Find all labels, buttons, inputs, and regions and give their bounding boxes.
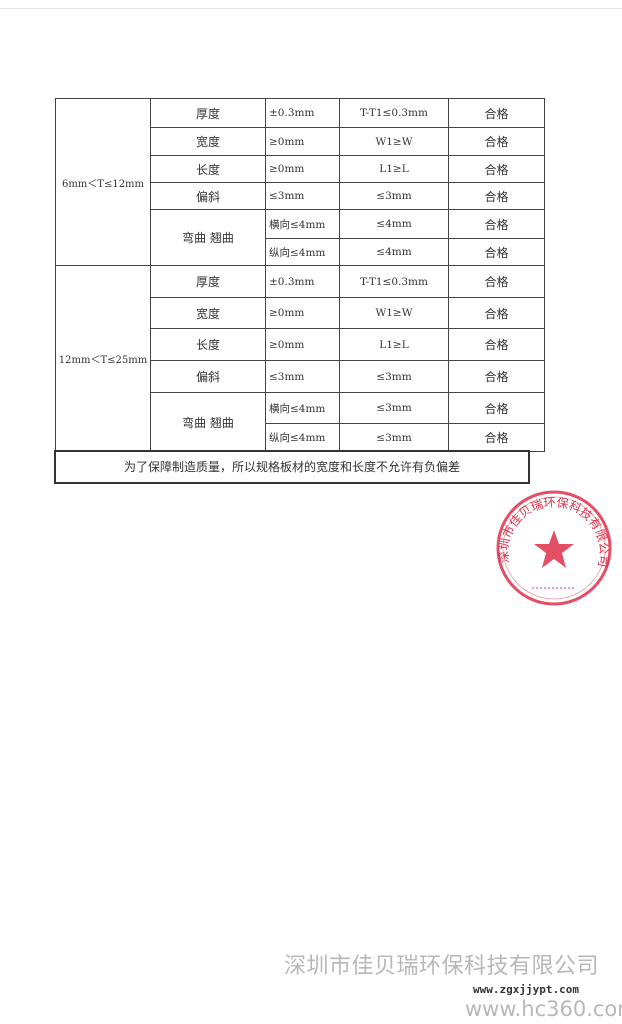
- table-row: 偏斜 ≤3mm ≤3mm 合格: [56, 182, 545, 210]
- result-cell: 合格: [448, 98, 545, 128]
- table-row: 偏斜 ≤3mm ≤3mm 合格: [56, 360, 545, 393]
- tolerance-cell: ±0.3mm: [265, 98, 340, 128]
- page-edge-line: [0, 8, 622, 9]
- measured-cell: L1≥L: [339, 155, 449, 183]
- table-note: 为了保障制造质量，所以规格板材的宽度和长度不允许有负偏差: [54, 450, 530, 484]
- result-cell: 合格: [448, 328, 545, 361]
- result-cell: 合格: [448, 265, 545, 298]
- tolerance-cell: ≥0mm: [265, 328, 340, 361]
- table-row: 长度 ≥0mm L1≥L 合格: [56, 155, 545, 183]
- table-row: 纵向≤4mm ≤4mm 合格: [56, 238, 545, 266]
- watermark-site: www.zgxjjypt.com: [473, 983, 579, 996]
- result-cell: 合格: [448, 209, 545, 239]
- tolerance-cell: ≤3mm: [265, 360, 340, 393]
- table-row: 宽度 ≥0mm W1≥W 合格: [56, 127, 545, 156]
- company-seal: 深圳市佳贝瑞环保科技有限公司: [496, 490, 612, 606]
- tolerance-cell: ≤3mm: [265, 182, 340, 210]
- measured-cell: ≤3mm: [339, 423, 449, 452]
- measured-cell: ≤4mm: [339, 209, 449, 239]
- measured-cell: ≤3mm: [339, 182, 449, 210]
- item-cell: 偏斜: [150, 182, 266, 210]
- item-cell: 弯曲 翘曲: [150, 209, 266, 266]
- measured-cell: L1≥L: [339, 328, 449, 361]
- tolerance-cell: 纵向≤4mm: [265, 238, 340, 266]
- tolerance-cell: 纵向≤4mm: [265, 423, 340, 452]
- result-cell: 合格: [448, 127, 545, 156]
- measured-cell: W1≥W: [339, 127, 449, 156]
- seal-ring: [496, 490, 612, 606]
- result-cell: 合格: [448, 155, 545, 183]
- table-row: 12mm＜T≤25mm 厚度 ±0.3mm T-T1≤0.3mm 合格: [55, 265, 545, 452]
- star-icon: [534, 530, 574, 568]
- spec-table: 6mm＜T≤12mm 厚度 ±0.3mm T-T1≤0.3mm 合格 宽度 ≥0…: [55, 98, 545, 452]
- item-cell: 长度: [150, 328, 266, 361]
- range-cell: 12mm＜T≤25mm: [55, 265, 151, 452]
- result-cell: 合格: [448, 360, 545, 393]
- measured-cell: ≤3mm: [339, 360, 449, 393]
- result-cell: 合格: [448, 392, 545, 424]
- result-cell: 合格: [448, 182, 545, 210]
- result-cell: 合格: [448, 238, 545, 266]
- tolerance-cell: 横向≤4mm: [265, 392, 340, 424]
- watermark-hc360: www.hc360.com: [465, 997, 622, 1021]
- seal-inner-ring: [502, 496, 606, 600]
- item-cell: 厚度: [150, 98, 266, 128]
- item-cell: 宽度: [150, 297, 266, 329]
- measured-cell: W1≥W: [339, 297, 449, 329]
- tolerance-cell: ≥0mm: [265, 155, 340, 183]
- measured-cell: T-T1≤0.3mm: [339, 265, 449, 298]
- tolerance-cell: ±0.3mm: [265, 265, 340, 298]
- item-cell: 长度: [150, 155, 266, 183]
- table-row: 6mm＜T≤12mm 厚度 ±0.3mm T-T1≤0.3mm 合格: [55, 98, 545, 266]
- item-cell: 弯曲 翘曲: [150, 392, 266, 452]
- result-cell: 合格: [448, 297, 545, 329]
- measured-cell: ≤4mm: [339, 238, 449, 266]
- item-cell: 宽度: [150, 127, 266, 156]
- table-row: 宽度 ≥0mm W1≥W 合格: [56, 297, 545, 329]
- tolerance-cell: ≥0mm: [265, 297, 340, 329]
- measured-cell: T-T1≤0.3mm: [339, 98, 449, 128]
- item-cell: 偏斜: [150, 360, 266, 393]
- watermark-company: 深圳市佳贝瑞环保科技有限公司: [284, 954, 600, 979]
- tolerance-cell: ≥0mm: [265, 127, 340, 156]
- measured-cell: ≤3mm: [339, 392, 449, 424]
- result-cell: 合格: [448, 423, 545, 452]
- range-cell: 6mm＜T≤12mm: [55, 98, 151, 266]
- item-cell: 厚度: [150, 265, 266, 298]
- table-row: 长度 ≥0mm L1≥L 合格: [56, 328, 545, 361]
- tolerance-cell: 横向≤4mm: [265, 209, 340, 239]
- table-row: 弯曲 翘曲 横向≤4mm ≤4mm 合格: [56, 209, 545, 266]
